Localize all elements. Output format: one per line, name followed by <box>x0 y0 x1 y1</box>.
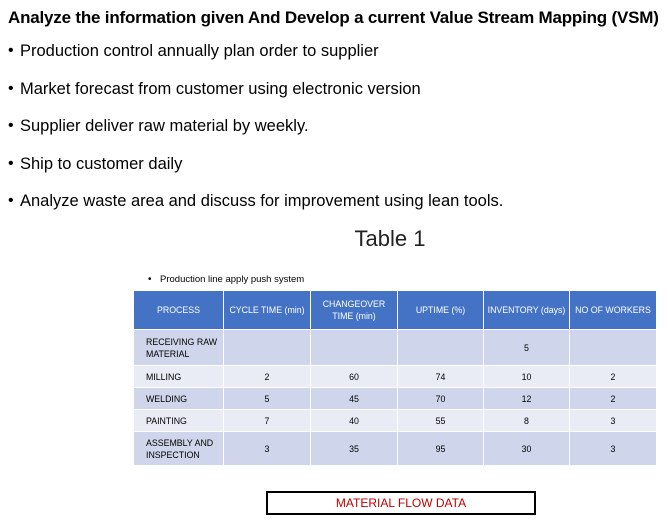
bullet-icon: • <box>8 192 14 209</box>
table-cell: 7 <box>223 409 311 432</box>
table-header-row: PROCESS CYCLE TIME (min) CHANGEOVER TIME… <box>133 290 657 330</box>
list-item-text: Production control annually plan order t… <box>20 42 379 60</box>
material-flow-label: MATERIAL FLOW DATA <box>266 491 536 515</box>
table-cell: 8 <box>483 409 570 432</box>
table-cell: 45 <box>310 387 398 410</box>
table-cell: 35 <box>310 431 398 466</box>
bullet-icon: • <box>8 79 14 97</box>
table-caption: Table 1 <box>354 226 426 251</box>
list-item: • Supplier deliver raw material by weekly… <box>8 115 663 153</box>
table-cell <box>223 329 311 366</box>
column-header-process: PROCESS <box>133 290 224 330</box>
column-header-inventory: INVENTORY (days) <box>483 290 570 330</box>
table-row: MILLING 2 60 74 10 2 <box>133 365 657 388</box>
table-cell: 3 <box>223 431 311 466</box>
column-header-cycle-time: CYCLE TIME (min) <box>223 290 311 330</box>
list-item: • Analyze waste area and discuss for impr… <box>8 190 663 228</box>
push-system-text: Production line apply push system <box>160 274 305 285</box>
bullet-icon: • <box>8 117 14 134</box>
table-cell: 5 <box>483 329 570 366</box>
table-cell: 55 <box>397 409 484 432</box>
column-header-workers: NO OF WORKERS <box>569 290 657 330</box>
table-cell: WELDING <box>133 387 224 410</box>
table-cell: 70 <box>397 387 484 410</box>
bullet-icon: • <box>8 42 14 59</box>
table-cell: 2 <box>569 387 657 410</box>
list-item-text: Supplier deliver raw material by weekly. <box>20 117 309 135</box>
table-cell <box>569 329 657 366</box>
table-cell <box>397 329 484 366</box>
bullet-icon: • <box>148 274 152 285</box>
table-cell: ASSEMBLY AND INSPECTION <box>133 431 224 466</box>
push-system-note: • Production line apply push system <box>148 274 304 285</box>
table-row: RECEIVING RAW MATERIAL 5 <box>133 329 657 366</box>
list-item: • Production control annually plan order … <box>8 40 663 78</box>
table-cell: 60 <box>310 365 398 388</box>
bullet-icon: • <box>8 154 14 172</box>
table-row: ASSEMBLY AND INSPECTION 3 35 95 30 3 <box>133 431 657 466</box>
column-header-changeover-time: CHANGEOVER TIME (min) <box>310 290 398 330</box>
table-cell: 74 <box>397 365 484 388</box>
table-cell: 2 <box>223 365 311 388</box>
list-item: • Market forecast from customer using ele… <box>8 78 663 116</box>
table-cell: 30 <box>483 431 570 466</box>
column-header-uptime: UPTIME (%) <box>397 290 484 330</box>
table-cell: 5 <box>223 387 311 410</box>
table-cell: 3 <box>569 431 657 466</box>
page-title: Analyze the information given And Develo… <box>8 8 659 27</box>
table-cell: MILLING <box>133 365 224 388</box>
table-cell: PAINTING <box>133 409 224 432</box>
table-row: PAINTING 7 40 55 8 3 <box>133 409 657 432</box>
table-cell <box>310 329 398 366</box>
list-item-text: Ship to customer daily <box>20 154 183 173</box>
requirements-list: • Production control annually plan order … <box>8 40 663 228</box>
table-cell: 95 <box>397 431 484 466</box>
table-cell: 10 <box>483 365 570 388</box>
list-item-text: Market forecast from customer using elec… <box>20 79 421 98</box>
table-cell: 12 <box>483 387 570 410</box>
table-cell: 2 <box>569 365 657 388</box>
table-cell: RECEIVING RAW MATERIAL <box>133 329 224 366</box>
process-data-table: PROCESS CYCLE TIME (min) CHANGEOVER TIME… <box>133 290 657 466</box>
table-cell: 3 <box>569 409 657 432</box>
list-item-text: Analyze waste area and discuss for impro… <box>20 192 504 210</box>
table-row: WELDING 5 45 70 12 2 <box>133 387 657 410</box>
table-cell: 40 <box>310 409 398 432</box>
list-item: • Ship to customer daily <box>8 153 663 191</box>
